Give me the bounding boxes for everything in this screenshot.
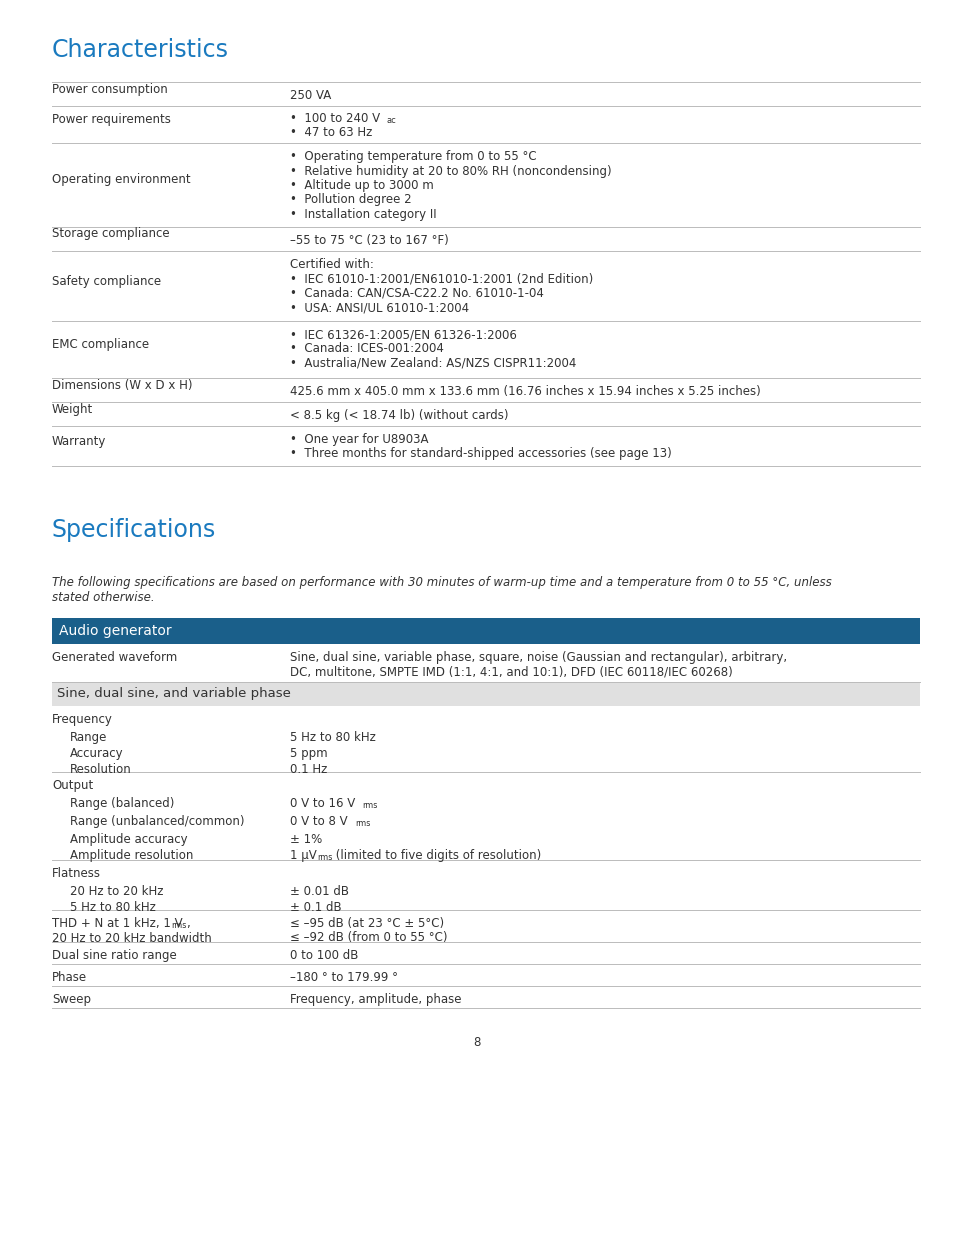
Text: 0 to 100 dB: 0 to 100 dB [290, 948, 358, 962]
Bar [52, 618, 919, 643]
Text: Range (unbalanced/common): Range (unbalanced/common) [70, 815, 244, 827]
Text: 5 ppm: 5 ppm [290, 747, 327, 760]
Text: Accuracy: Accuracy [70, 747, 124, 760]
Text: 5 Hz to 80 kHz: 5 Hz to 80 kHz [290, 731, 375, 743]
Text: •  Relative humidity at 20 to 80% RH (noncondensing): • Relative humidity at 20 to 80% RH (non… [290, 164, 611, 178]
Text: Generated waveform: Generated waveform [52, 651, 177, 664]
Text: Specifications: Specifications [52, 517, 216, 542]
Text: Frequency: Frequency [52, 713, 112, 726]
Text: Storage compliance: Storage compliance [52, 227, 170, 241]
Text: •  One year for U8903A: • One year for U8903A [290, 433, 428, 446]
Text: The following specifications are based on performance with 30 minutes of warm-up: The following specifications are based o… [52, 576, 831, 604]
Text: < 8.5 kg (< 18.74 lb) (without cards): < 8.5 kg (< 18.74 lb) (without cards) [290, 409, 508, 422]
Text: Frequency, amplitude, phase: Frequency, amplitude, phase [290, 993, 461, 1007]
Text: ac: ac [387, 116, 396, 125]
Text: Amplitude resolution: Amplitude resolution [70, 848, 193, 862]
Text: ,: , [186, 918, 190, 930]
Text: (limited to five digits of resolution): (limited to five digits of resolution) [332, 848, 540, 862]
Text: rms: rms [361, 802, 377, 810]
Text: Flatness: Flatness [52, 867, 101, 881]
Text: Sine, dual sine, variable phase, square, noise (Gaussian and rectangular), arbit: Sine, dual sine, variable phase, square,… [290, 651, 786, 664]
Text: •  Canada: ICES-001:2004: • Canada: ICES-001:2004 [290, 342, 443, 356]
Text: 425.6 mm x 405.0 mm x 133.6 mm (16.76 inches x 15.94 inches x 5.25 inches): 425.6 mm x 405.0 mm x 133.6 mm (16.76 in… [290, 385, 760, 398]
Text: 1 μV: 1 μV [290, 848, 316, 862]
Text: Operating environment: Operating environment [52, 173, 191, 186]
Text: •  Three months for standard-shipped accessories (see page 13): • Three months for standard-shipped acce… [290, 447, 671, 461]
Text: Warranty: Warranty [52, 435, 107, 447]
Text: 20 Hz to 20 kHz bandwidth: 20 Hz to 20 kHz bandwidth [52, 931, 212, 945]
Text: •  Installation category II: • Installation category II [290, 207, 436, 221]
Text: 20 Hz to 20 kHz: 20 Hz to 20 kHz [70, 885, 163, 898]
Text: Resolution: Resolution [70, 763, 132, 776]
Text: Sine, dual sine, and variable phase: Sine, dual sine, and variable phase [57, 688, 291, 700]
Text: •  IEC 61326-1:2005/EN 61326-1:2006: • IEC 61326-1:2005/EN 61326-1:2006 [290, 329, 517, 341]
Text: •  Operating temperature from 0 to 55 °C: • Operating temperature from 0 to 55 °C [290, 149, 536, 163]
Text: Sweep: Sweep [52, 993, 91, 1007]
Text: •  Australia/New Zealand: AS/NZS CISPR11:2004: • Australia/New Zealand: AS/NZS CISPR11:… [290, 357, 576, 370]
Text: THD + N at 1 kHz, 1 V: THD + N at 1 kHz, 1 V [52, 918, 182, 930]
Text: •  47 to 63 Hz: • 47 to 63 Hz [290, 126, 372, 140]
Text: ± 0.01 dB: ± 0.01 dB [290, 885, 349, 898]
Text: Range: Range [70, 731, 108, 743]
Text: ≤ –95 dB (at 23 °C ± 5°C): ≤ –95 dB (at 23 °C ± 5°C) [290, 918, 444, 930]
Text: 250 VA: 250 VA [290, 89, 331, 103]
Text: •  IEC 61010-1:2001/EN61010-1:2001 (2nd Edition): • IEC 61010-1:2001/EN61010-1:2001 (2nd E… [290, 273, 593, 285]
Text: •  USA: ANSI/UL 61010-1:2004: • USA: ANSI/UL 61010-1:2004 [290, 301, 469, 315]
Bar [52, 682, 919, 706]
Text: •  Altitude up to 3000 m: • Altitude up to 3000 m [290, 179, 434, 191]
Text: Power consumption: Power consumption [52, 83, 168, 95]
Text: ≤ –92 dB (from 0 to 55 °C): ≤ –92 dB (from 0 to 55 °C) [290, 931, 447, 945]
Text: Characteristics: Characteristics [52, 38, 229, 62]
Text: EMC compliance: EMC compliance [52, 338, 149, 351]
Text: 0 V to 8 V: 0 V to 8 V [290, 815, 347, 827]
Text: Amplitude accuracy: Amplitude accuracy [70, 832, 188, 846]
Text: Power requirements: Power requirements [52, 112, 171, 126]
Text: rms: rms [171, 921, 186, 930]
Text: •  100 to 240 V: • 100 to 240 V [290, 112, 379, 125]
Text: •  Pollution degree 2: • Pollution degree 2 [290, 194, 411, 206]
Text: 5 Hz to 80 kHz: 5 Hz to 80 kHz [70, 902, 155, 914]
Text: Safety compliance: Safety compliance [52, 274, 161, 288]
Text: rms: rms [316, 853, 332, 862]
Text: –180 ° to 179.99 °: –180 ° to 179.99 ° [290, 971, 397, 984]
Text: Range (balanced): Range (balanced) [70, 797, 174, 810]
Text: 0.1 Hz: 0.1 Hz [290, 763, 327, 776]
Text: Output: Output [52, 779, 93, 792]
Text: 8: 8 [473, 1036, 480, 1049]
Text: Phase: Phase [52, 971, 87, 984]
Text: –55 to 75 °C (23 to 167 °F): –55 to 75 °C (23 to 167 °F) [290, 233, 448, 247]
Text: •  Canada: CAN/CSA-C22.2 No. 61010-1-04: • Canada: CAN/CSA-C22.2 No. 61010-1-04 [290, 287, 543, 300]
Text: ± 0.1 dB: ± 0.1 dB [290, 902, 341, 914]
Text: Dimensions (W x D x H): Dimensions (W x D x H) [52, 378, 193, 391]
Text: ± 1%: ± 1% [290, 832, 322, 846]
Text: Weight: Weight [52, 403, 93, 415]
Text: Dual sine ratio range: Dual sine ratio range [52, 948, 176, 962]
Text: Certified with:: Certified with: [290, 258, 374, 270]
Text: DC, multitone, SMPTE IMD (1:1, 4:1, and 10:1), DFD (IEC 60118/IEC 60268): DC, multitone, SMPTE IMD (1:1, 4:1, and … [290, 666, 732, 678]
Text: rms: rms [355, 819, 370, 827]
Text: Audio generator: Audio generator [59, 624, 172, 638]
Text: 0 V to 16 V: 0 V to 16 V [290, 797, 355, 810]
